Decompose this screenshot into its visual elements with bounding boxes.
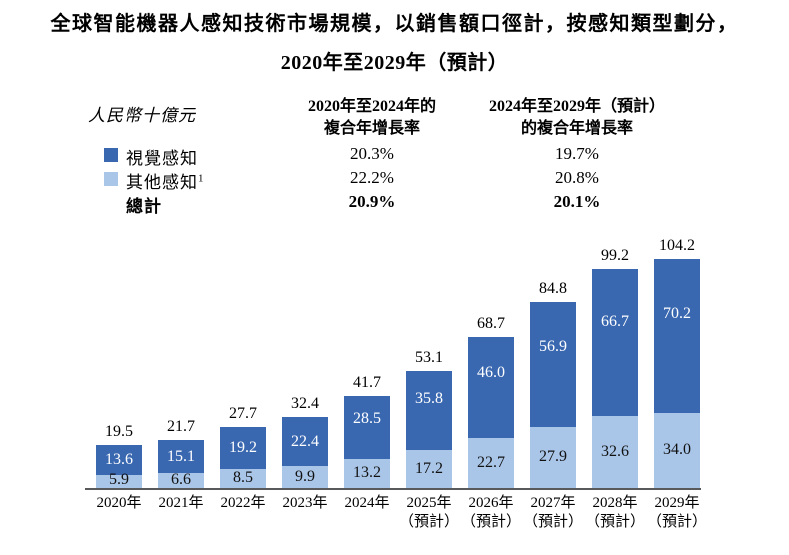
value-label-other-perception: 32.6 bbox=[601, 443, 629, 460]
segment-visual-perception bbox=[282, 417, 328, 466]
bar-column-2026: 22.7 46.0 68.7 2026年 （預計） bbox=[461, 230, 521, 530]
cagr-col1-header-line1: 2020年至2024年的 bbox=[307, 98, 436, 115]
chart-plot: 5.9 13.6 19.5 2020年 6.6 15.1 21.7 2021年 8.5 19.2 2… bbox=[96, 230, 707, 530]
segment-visual-perception bbox=[592, 269, 638, 416]
segment-visual-perception bbox=[530, 302, 576, 427]
legend-row-other-perception: 其他感知1 22.2% 20.8% bbox=[0, 168, 789, 192]
value-label-other-perception: 17.2 bbox=[415, 460, 443, 477]
x-axis-label-2024: 2024年 bbox=[344, 495, 390, 511]
bar-column-2021: 6.6 15.1 21.7 2021年 bbox=[158, 230, 204, 511]
value-label-visual-perception: 35.8 bbox=[415, 390, 443, 407]
bar-column-2025: 17.2 35.8 53.1 2025年 （預計） bbox=[399, 230, 459, 530]
value-label-visual-perception: 70.2 bbox=[663, 305, 691, 322]
cagr-col2-header-line2: 的複合年增長率 bbox=[520, 120, 633, 137]
value-label-visual-perception: 13.6 bbox=[105, 451, 133, 468]
bar-column-2027: 27.9 56.9 84.8 2027年 （預計） bbox=[523, 230, 583, 530]
value-label-visual-perception: 22.4 bbox=[291, 433, 319, 450]
bar-column-2028: 32.6 66.7 99.2 2028年 （預計） bbox=[585, 230, 645, 530]
y-axis-unit-label: 人民幣十億元 bbox=[88, 106, 196, 125]
segment-other-perception bbox=[282, 466, 328, 488]
visual-perception-swatch-icon bbox=[104, 148, 118, 162]
segment-other-perception bbox=[468, 438, 514, 488]
bar-column-2024: 13.2 28.5 41.7 2024年 bbox=[344, 230, 390, 511]
cagr1-total: 20.9% bbox=[348, 192, 396, 211]
cagr-column-header-2024-2029: 2024年至2029年（預計） 的複合年增長率 bbox=[447, 96, 707, 140]
cagr2-other-perception: 20.8% bbox=[555, 168, 599, 187]
segment-other-perception bbox=[344, 459, 390, 488]
segment-other-perception bbox=[158, 473, 204, 488]
bar-column-2029: 34.0 70.2 104.2 2029年 （預計） bbox=[647, 230, 707, 530]
segment-visual-perception bbox=[654, 259, 700, 413]
total-label: 32.4 bbox=[291, 395, 319, 412]
cagr-col1-header-line2: 複合年增長率 bbox=[323, 120, 420, 137]
value-label-other-perception: 9.9 bbox=[295, 468, 315, 485]
segment-other-perception bbox=[96, 475, 142, 488]
value-label-other-perception: 34.0 bbox=[663, 441, 691, 458]
total-label: 19.5 bbox=[105, 423, 133, 440]
cagr2-total: 20.1% bbox=[553, 192, 601, 211]
x-axis-label-2021: 2021年 bbox=[158, 495, 204, 511]
value-label-other-perception: 27.9 bbox=[539, 448, 567, 465]
total-label: 68.7 bbox=[477, 315, 505, 332]
value-label-visual-perception: 15.1 bbox=[167, 448, 195, 465]
value-label-visual-perception: 56.9 bbox=[539, 338, 567, 355]
value-label-visual-perception: 28.5 bbox=[353, 410, 381, 427]
chart-title-line2: 2020年至2029年（預計） bbox=[280, 52, 509, 74]
segment-other-perception bbox=[592, 416, 638, 488]
segment-other-perception bbox=[530, 427, 576, 488]
legend-row-total: 總計 20.9% 20.1% bbox=[0, 192, 789, 216]
cagr-col2-header-line1: 2024年至2029年（預計） bbox=[488, 98, 665, 115]
x-axis-label-2023: 2023年 bbox=[282, 495, 328, 511]
total-label: 53.1 bbox=[415, 349, 443, 366]
value-label-other-perception: 6.6 bbox=[171, 471, 191, 488]
x-axis-label-2029: 2029年 （預計） bbox=[646, 495, 707, 530]
cagr1-other-perception: 22.2% bbox=[350, 168, 394, 187]
total-label: 27.7 bbox=[229, 405, 257, 422]
value-label-other-perception: 8.5 bbox=[233, 469, 253, 486]
total-label: 21.7 bbox=[167, 418, 195, 435]
x-axis-label-2025: 2025年 （預計） bbox=[398, 495, 459, 530]
x-axis-label-2026: 2026年 （預計） bbox=[460, 495, 521, 530]
x-axis-line bbox=[85, 488, 701, 490]
x-axis-label-2027: 2027年 （預計） bbox=[522, 495, 583, 530]
total-label: 99.2 bbox=[601, 247, 629, 264]
cagr-column-header-2020-2024: 2020年至2024年的 複合年增長率 bbox=[272, 96, 472, 140]
chart-title-line1: 全球智能機器人感知技術市場規模，以銷售額口徑計，按感知類型劃分， bbox=[50, 13, 739, 35]
footnote-marker: 1 bbox=[198, 172, 205, 185]
segment-visual-perception bbox=[406, 371, 452, 450]
total-label: 104.2 bbox=[659, 237, 695, 254]
total-label: 84.8 bbox=[539, 280, 567, 297]
legend-row-visual-perception: 視覺感知 20.3% 19.7% bbox=[0, 144, 789, 168]
bar-column-2020: 5.9 13.6 19.5 2020年 bbox=[96, 230, 142, 511]
x-axis-label-2028: 2028年 （預計） bbox=[584, 495, 645, 530]
segment-other-perception bbox=[654, 413, 700, 488]
value-label-visual-perception: 19.2 bbox=[229, 439, 257, 456]
segment-visual-perception bbox=[96, 445, 142, 475]
value-label-other-perception: 22.7 bbox=[477, 454, 505, 471]
cagr1-visual-perception: 20.3% bbox=[350, 144, 394, 163]
cagr2-visual-perception: 19.7% bbox=[555, 144, 599, 163]
bar-column-2022: 8.5 19.2 27.7 2022年 bbox=[220, 230, 266, 511]
x-axis-label-2020: 2020年 bbox=[96, 495, 142, 511]
value-label-visual-perception: 66.7 bbox=[601, 313, 629, 330]
segment-visual-perception bbox=[158, 440, 204, 473]
segment-visual-perception bbox=[220, 427, 266, 469]
value-label-visual-perception: 46.0 bbox=[477, 364, 505, 381]
value-label-other-perception: 5.9 bbox=[109, 471, 129, 488]
bar-column-2023: 9.9 22.4 32.4 2023年 bbox=[282, 230, 328, 511]
segment-visual-perception bbox=[344, 396, 390, 459]
total-label: 41.7 bbox=[353, 374, 381, 391]
legend-label-visual-perception: 視覺感知 bbox=[126, 149, 198, 168]
segment-visual-perception bbox=[468, 337, 514, 438]
legend-label-total: 總計 bbox=[126, 197, 162, 216]
legend-label-other-perception: 其他感知1 bbox=[126, 172, 205, 192]
value-label-other-perception: 13.2 bbox=[353, 464, 381, 481]
segment-other-perception bbox=[220, 469, 266, 488]
segment-other-perception bbox=[406, 450, 452, 488]
x-axis-label-2022: 2022年 bbox=[220, 495, 266, 511]
other-perception-swatch-icon bbox=[104, 172, 118, 186]
